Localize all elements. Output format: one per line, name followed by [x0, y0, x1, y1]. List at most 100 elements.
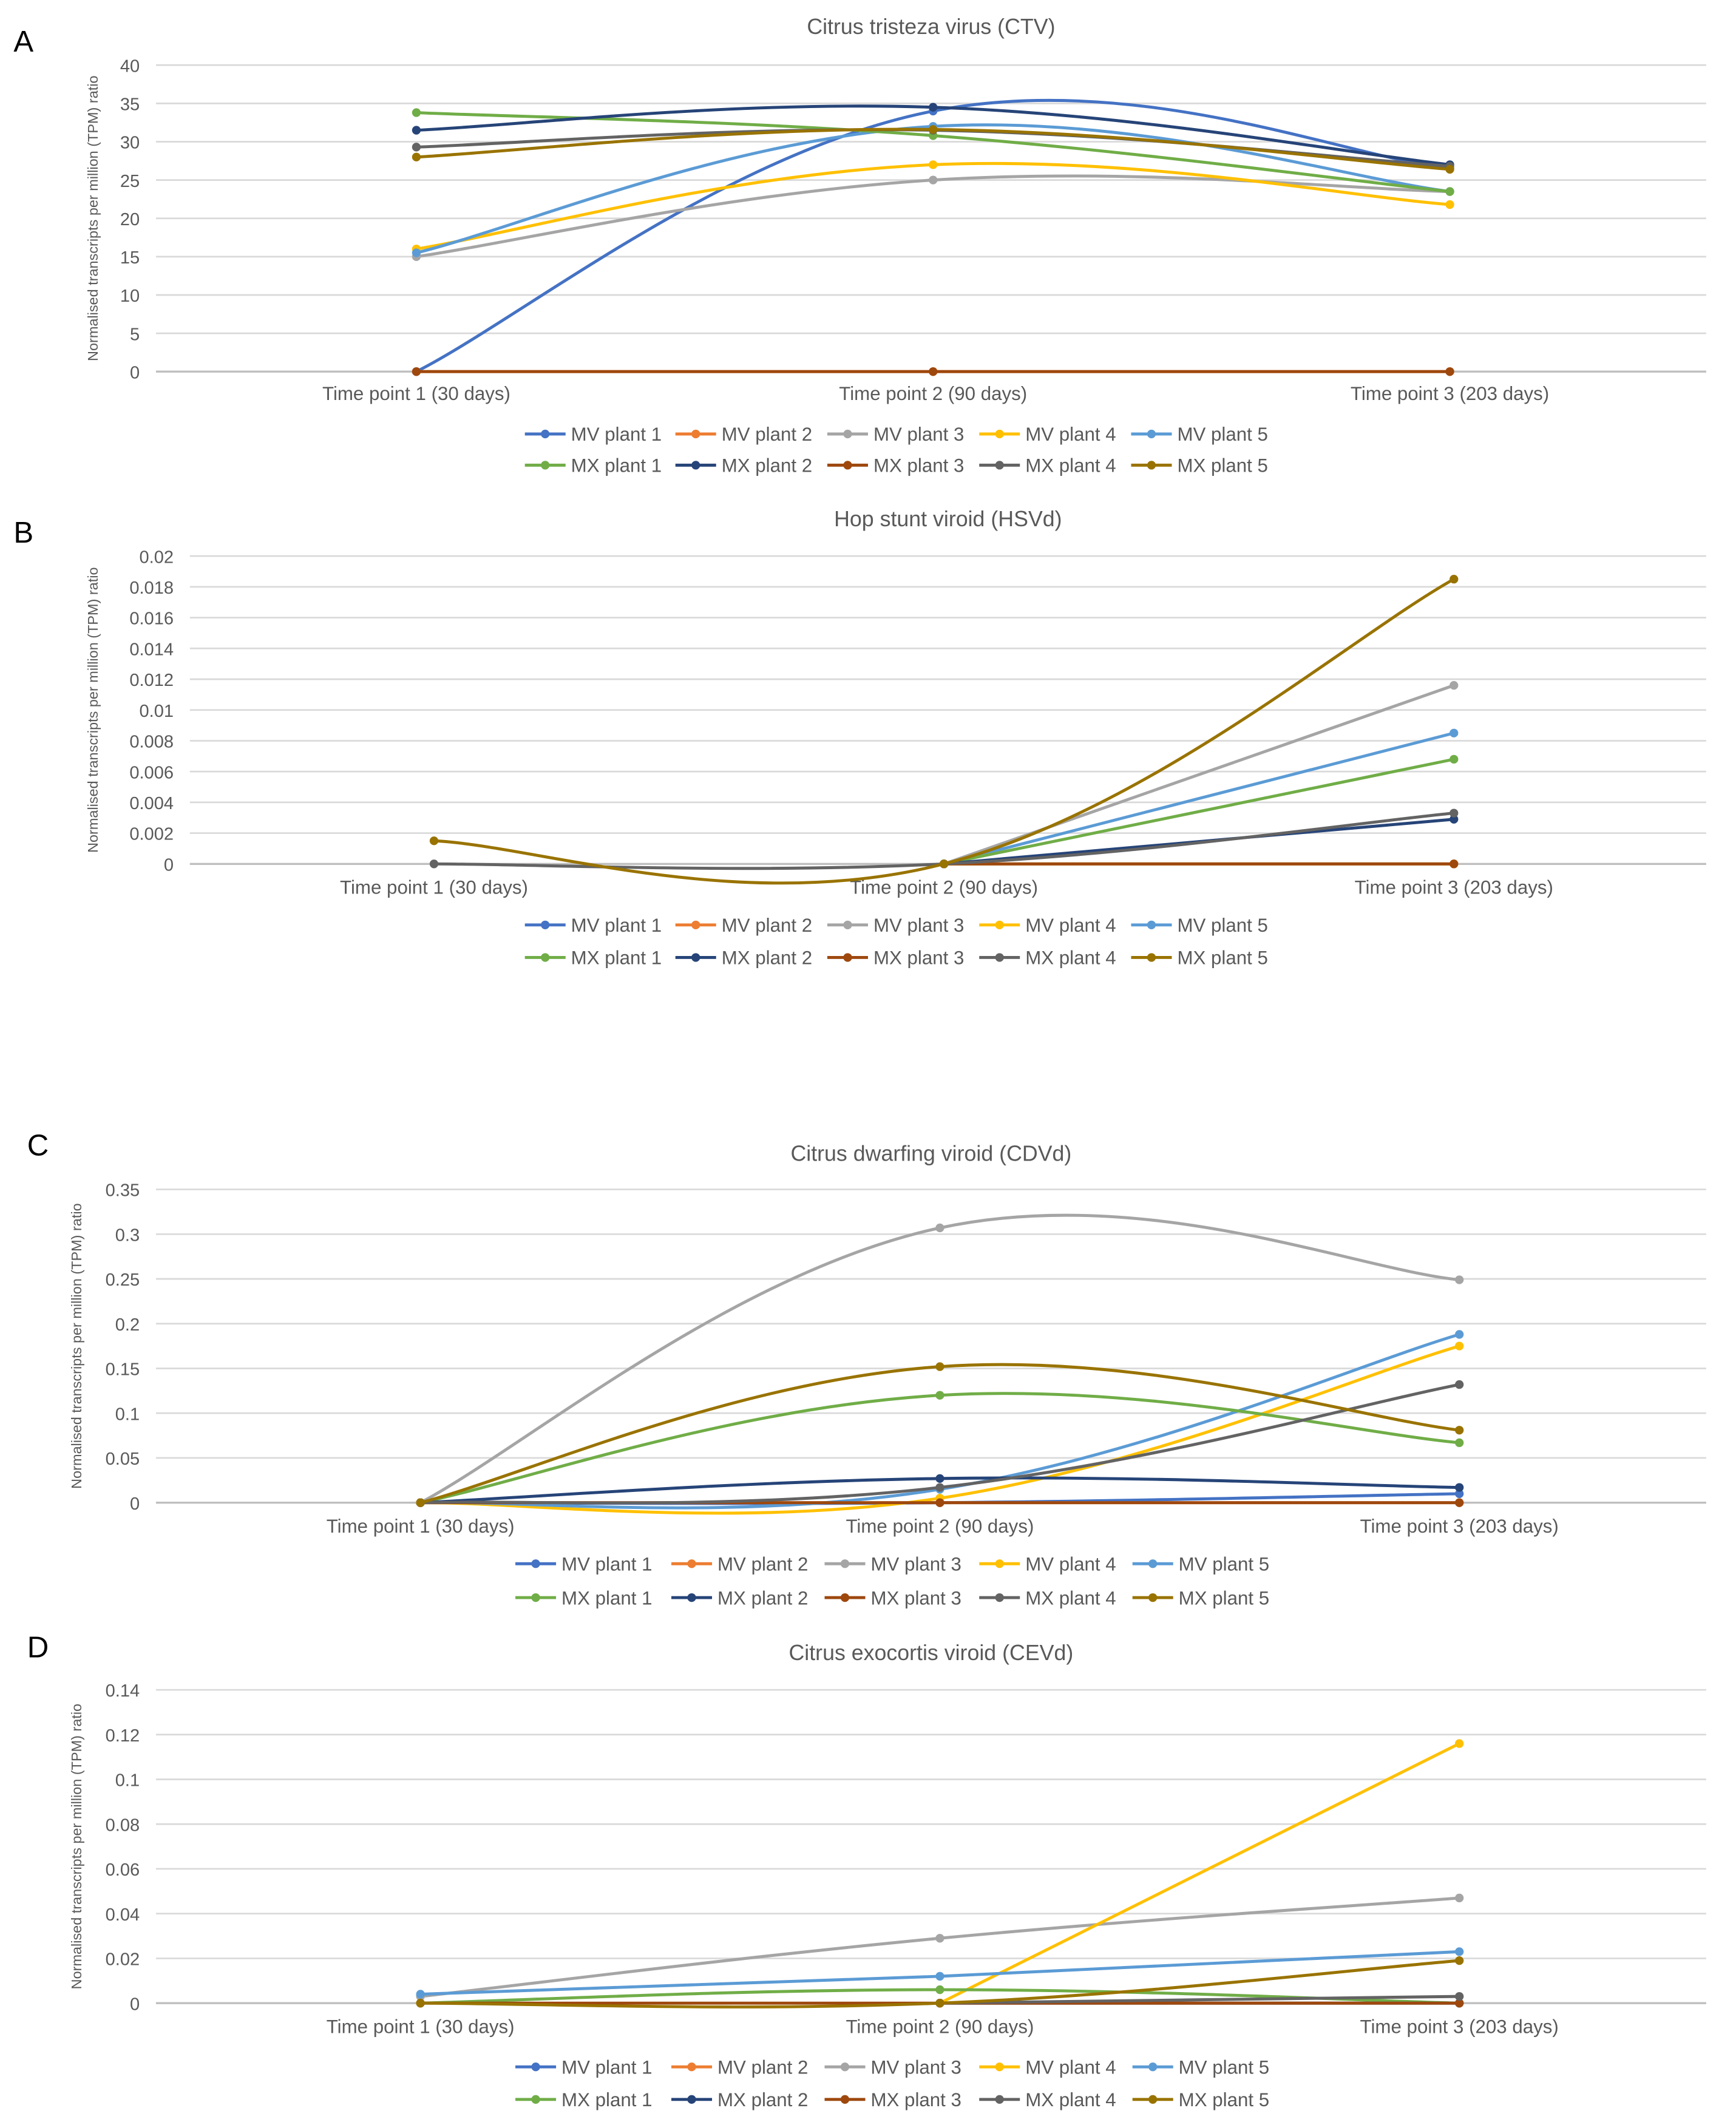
- x-tick-label: Time point 3 (203 days): [1360, 1516, 1559, 1537]
- y-tick-label: 0.1: [115, 1771, 140, 1791]
- data-point-mv-plant-5: [1455, 1330, 1464, 1339]
- y-tick-label: 0.006: [129, 763, 174, 782]
- x-tick-label: Time point 2 (90 days): [839, 383, 1027, 404]
- legend-item: MX plant 2: [675, 455, 812, 476]
- legend-swatch-marker: [687, 1593, 696, 1602]
- legend-label: MV plant 5: [1177, 424, 1267, 445]
- legend-label: MX plant 2: [717, 1587, 808, 1608]
- y-tick-label: 0.06: [106, 1860, 140, 1880]
- legend-item: MX plant 3: [824, 1587, 961, 1608]
- chart-title: Hop stunt viroid (HSVd): [834, 507, 1062, 531]
- data-point-mx-plant-4: [1455, 1380, 1464, 1389]
- data-point-mx-plant-5: [1445, 164, 1454, 174]
- y-tick-label: 0.012: [129, 671, 174, 690]
- data-point-mx-plant-1: [935, 1985, 944, 1995]
- legend-item: MX plant 1: [515, 1587, 653, 1608]
- y-tick-label: 0.01: [139, 702, 174, 721]
- legend-item: MX plant 2: [675, 947, 812, 969]
- y-axis-label: Normalised transcripts per million (TPM)…: [85, 75, 101, 361]
- data-point-mv-plant-3: [935, 1934, 944, 1943]
- legend-label: MX plant 2: [717, 2089, 808, 2110]
- legend-label: MV plant 5: [1179, 1553, 1269, 1575]
- data-point-mx-plant-2: [935, 1474, 944, 1483]
- panel-letter: B: [13, 517, 33, 549]
- legend-label: MX plant 4: [1025, 455, 1116, 476]
- legend-item: MV plant 2: [671, 2056, 808, 2078]
- legend-item: MV plant 4: [979, 424, 1116, 445]
- legend-swatch-marker: [1147, 429, 1156, 439]
- legend-label: MV plant 4: [1025, 424, 1116, 445]
- data-point-mx-plant-1: [412, 108, 421, 117]
- legend-swatch-marker: [843, 953, 852, 962]
- legend-item: MV plant 5: [1131, 424, 1268, 445]
- legend-item: MV plant 3: [827, 424, 964, 445]
- legend-swatch-marker: [995, 461, 1004, 470]
- legend-swatch-marker: [687, 2095, 696, 2104]
- legend-swatch-marker: [840, 2095, 850, 2104]
- y-tick-label: 0.008: [129, 733, 174, 752]
- legend-label: MX plant 5: [1179, 2089, 1269, 2110]
- legend-item: MX plant 5: [1132, 1587, 1269, 1608]
- series-line-mv-plant-5: [943, 731, 1454, 866]
- data-point-mv-plant-5: [1455, 1947, 1464, 1956]
- legend-swatch-marker: [995, 2063, 1004, 2072]
- legend-item: MX plant 1: [524, 455, 662, 476]
- data-point-mx-plant-1: [935, 1391, 944, 1400]
- data-point-mx-plant-5: [935, 1999, 944, 2008]
- legend-swatch-marker: [531, 1559, 540, 1568]
- chart-title: Citrus exocortis viroid (CEVd): [788, 1641, 1073, 1665]
- legend-swatch-marker: [840, 1593, 850, 1602]
- series-line-mv-plant-3: [420, 1896, 1460, 1998]
- x-tick-label: Time point 3 (203 days): [1355, 876, 1553, 898]
- data-point-mv-plant-5: [1449, 728, 1459, 737]
- legend-item: MX plant 5: [1132, 2089, 1269, 2110]
- legend-label: MV plant 5: [1177, 915, 1267, 936]
- legend-item: MX plant 1: [524, 947, 662, 969]
- legend-item: MV plant 4: [979, 2056, 1116, 2078]
- legend-item: MV plant 5: [1132, 1553, 1269, 1575]
- data-point-mx-plant-5: [935, 1362, 944, 1371]
- y-tick-label: 0: [130, 1995, 140, 2014]
- y-tick-label: 0.2: [115, 1315, 140, 1335]
- legend-label: MX plant 1: [561, 2089, 652, 2110]
- legend-swatch-marker: [995, 1559, 1004, 1568]
- series-line-mx-plant-5: [433, 577, 1455, 885]
- y-tick-label: 0: [164, 855, 174, 875]
- data-point-mx-plant-5: [929, 125, 938, 134]
- data-point-mx-plant-4: [1449, 808, 1459, 818]
- legend-label: MX plant 2: [722, 455, 812, 476]
- legend-item: MV plant 1: [515, 1553, 653, 1575]
- chart-panel-b: B Hop stunt viroid (HSVd) 0 0.002 0.004 0.006…: [13, 507, 1706, 969]
- legend-label: MV plant 5: [1179, 2056, 1269, 2078]
- series-line-mx-plant-4: [940, 1995, 1460, 2005]
- legend-item: MV plant 2: [675, 915, 812, 936]
- legend-swatch-marker: [541, 920, 550, 929]
- data-point-mx-plant-4: [1455, 1991, 1464, 2001]
- legend-label: MX plant 1: [571, 947, 662, 969]
- legend-item: MV plant 5: [1131, 915, 1268, 936]
- legend-swatch-marker: [843, 461, 852, 470]
- y-tick-label: 0.35: [106, 1181, 140, 1201]
- legend-swatch-marker: [843, 429, 852, 439]
- legend-label: MV plant 1: [561, 2056, 652, 2078]
- legend-item: MX plant 5: [1131, 947, 1268, 969]
- y-tick-label: 0.018: [129, 578, 174, 598]
- legend-swatch-marker: [995, 2095, 1004, 2104]
- legend-label: MV plant 3: [873, 424, 964, 445]
- data-point-mx-plant-5: [1449, 574, 1459, 584]
- y-tick-label: 20: [120, 210, 140, 229]
- y-tick-label: 0.004: [129, 794, 174, 813]
- x-tick-label: Time point 1 (30 days): [322, 383, 510, 404]
- legend-item: MX plant 4: [979, 455, 1116, 476]
- legend-item: MX plant 2: [671, 1587, 808, 1608]
- legend-swatch-marker: [531, 1593, 540, 1602]
- legend-item: MX plant 2: [671, 2089, 808, 2110]
- legend-swatch-marker: [1147, 461, 1156, 470]
- data-point-mv-plant-5: [412, 248, 421, 257]
- data-point-mx-plant-3: [1445, 367, 1454, 376]
- data-point-mx-plant-5: [416, 1498, 425, 1507]
- y-tick-label: 0.3: [115, 1225, 140, 1245]
- y-tick-label: 0.02: [106, 1950, 140, 1970]
- series-line-mv-plant-3: [419, 1213, 1460, 1504]
- legend-swatch-marker: [840, 1559, 850, 1568]
